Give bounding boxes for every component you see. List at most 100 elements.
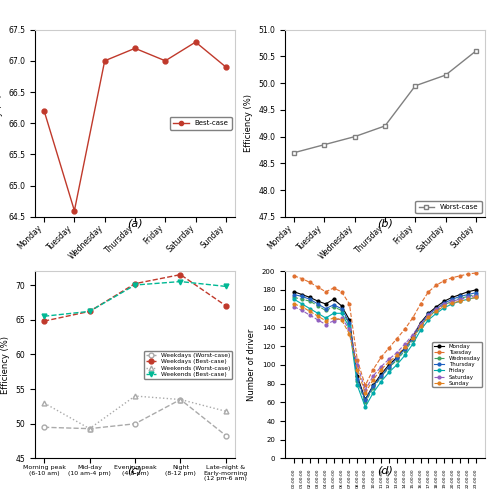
Tuesday xyxy=(330,285,336,291)
Saturday xyxy=(330,318,336,324)
Thursday xyxy=(307,296,313,302)
Thursday xyxy=(394,355,400,361)
Legend: Best-case: Best-case xyxy=(170,117,232,130)
Wednesday xyxy=(346,321,352,327)
Wednesday xyxy=(322,308,328,314)
Friday xyxy=(457,298,463,304)
Monday xyxy=(299,291,305,297)
Saturday xyxy=(410,332,416,338)
Thursday xyxy=(410,336,416,342)
Line: Sunday: Sunday xyxy=(292,296,478,394)
Wednesday xyxy=(410,338,416,344)
Friday xyxy=(330,311,336,317)
Saturday xyxy=(394,350,400,355)
Sunday xyxy=(402,344,408,350)
Friday xyxy=(354,383,360,388)
Thursday xyxy=(449,296,455,302)
Wednesday xyxy=(338,308,344,314)
Wednesday xyxy=(330,304,336,310)
Monday xyxy=(426,311,432,317)
Sunday xyxy=(354,367,360,373)
Monday xyxy=(442,298,448,304)
Weekends (Best-case) xyxy=(132,282,138,288)
Legend: Monday, Tuesday, Wednesday, Thursday, Friday, Saturday, Sunday: Monday, Tuesday, Wednesday, Thursday, Fr… xyxy=(432,342,482,387)
Tuesday xyxy=(418,301,424,307)
Friday xyxy=(346,324,352,330)
Tuesday xyxy=(426,289,432,295)
Sunday xyxy=(473,294,479,300)
Thursday xyxy=(378,373,384,379)
Wednesday xyxy=(362,399,368,405)
Sunday xyxy=(346,331,352,337)
Saturday xyxy=(315,317,321,323)
Thursday xyxy=(442,300,448,306)
Wednesday xyxy=(378,374,384,380)
Tuesday xyxy=(362,383,368,388)
Monday xyxy=(354,373,360,379)
Friday xyxy=(370,390,376,396)
Monday xyxy=(394,354,400,360)
Saturday xyxy=(457,296,463,302)
Thursday xyxy=(457,293,463,299)
Saturday xyxy=(465,294,471,300)
Friday xyxy=(291,296,297,302)
Sunday xyxy=(386,359,392,365)
Tuesday xyxy=(346,301,352,307)
Sunday xyxy=(322,318,328,324)
Wednesday xyxy=(307,298,313,304)
Monday xyxy=(315,298,321,304)
Wednesday xyxy=(449,298,455,304)
Sunday xyxy=(434,309,440,315)
Monday xyxy=(362,396,368,402)
Saturday xyxy=(442,301,448,307)
Sunday xyxy=(330,315,336,321)
Saturday xyxy=(473,292,479,298)
Text: (b): (b) xyxy=(377,219,393,229)
Tuesday xyxy=(394,336,400,342)
Thursday xyxy=(299,293,305,299)
Y-axis label: Efficiency (%): Efficiency (%) xyxy=(1,336,10,394)
Monday xyxy=(473,287,479,293)
Tuesday xyxy=(410,315,416,321)
Line: Wednesday: Wednesday xyxy=(292,293,478,404)
Saturday xyxy=(434,306,440,312)
Friday xyxy=(442,305,448,311)
Weekdays (Worst-case) xyxy=(86,425,92,431)
Weekends (Worst-case) xyxy=(178,396,184,402)
Wednesday xyxy=(291,294,297,300)
Sunday xyxy=(291,301,297,307)
Thursday xyxy=(354,376,360,382)
Saturday xyxy=(291,304,297,310)
Saturday xyxy=(402,341,408,347)
Weekends (Best-case) xyxy=(178,279,184,284)
Friday xyxy=(322,315,328,321)
Sunday xyxy=(315,313,321,319)
Friday xyxy=(434,311,440,317)
Tuesday xyxy=(354,357,360,363)
Friday xyxy=(426,317,432,323)
Monday xyxy=(330,296,336,302)
Thursday xyxy=(362,397,368,403)
Sunday xyxy=(449,300,455,306)
Weekdays (Worst-case) xyxy=(132,421,138,427)
Sunday xyxy=(457,298,463,304)
Thursday xyxy=(473,290,479,296)
Friday xyxy=(386,369,392,375)
Friday xyxy=(362,404,368,410)
Wednesday xyxy=(386,365,392,371)
Weekends (Worst-case) xyxy=(223,408,229,414)
Weekdays (Best-case) xyxy=(132,281,138,286)
Tuesday xyxy=(322,289,328,295)
Monday xyxy=(457,291,463,297)
Tuesday xyxy=(338,289,344,295)
Monday xyxy=(322,301,328,307)
Weekends (Worst-case) xyxy=(41,400,47,406)
Saturday xyxy=(418,320,424,326)
Wednesday xyxy=(457,295,463,301)
Saturday xyxy=(346,326,352,332)
Saturday xyxy=(426,312,432,318)
Weekdays (Worst-case) xyxy=(178,396,184,402)
Monday xyxy=(449,294,455,300)
Thursday xyxy=(418,321,424,327)
Friday xyxy=(299,301,305,307)
